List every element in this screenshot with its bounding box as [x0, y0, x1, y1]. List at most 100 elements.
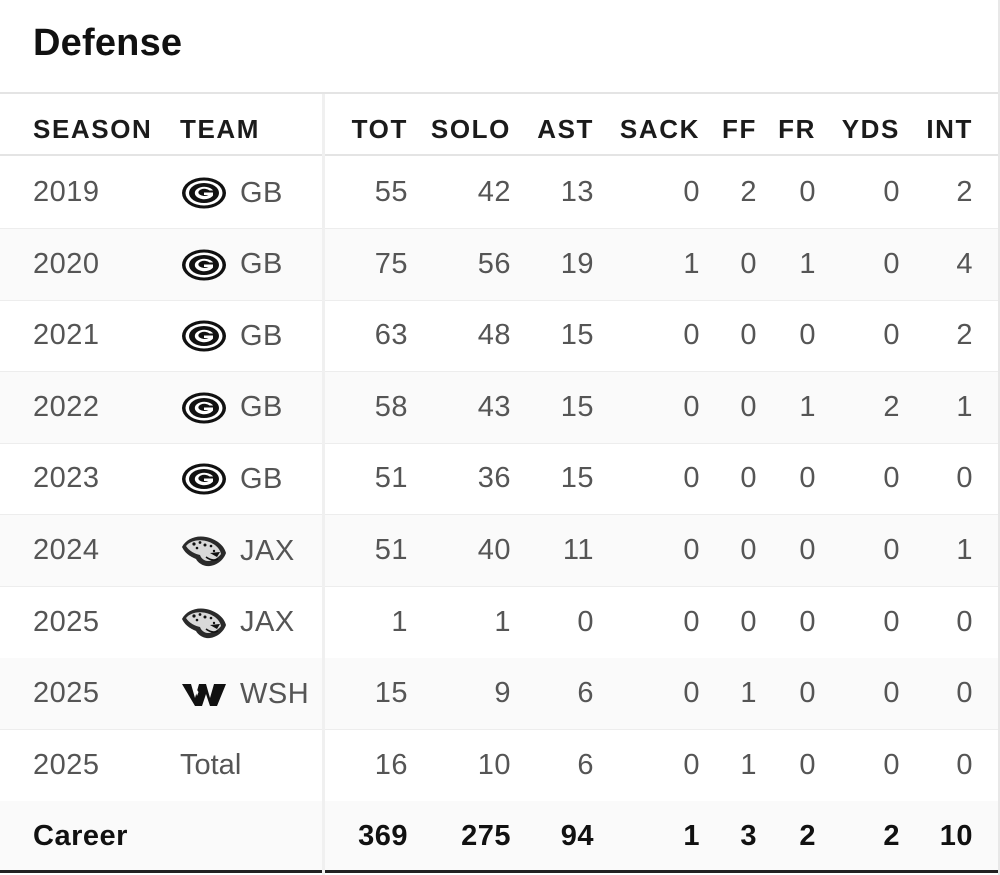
- stat-fr: 2: [799, 820, 816, 853]
- stat-ff: 0: [740, 247, 757, 280]
- stat-sack: 0: [683, 748, 700, 781]
- stat-tot: 51: [374, 534, 408, 566]
- stat-ast: 6: [577, 677, 594, 710]
- team-abbr[interactable]: WSH: [240, 677, 310, 710]
- stat-yds: 0: [883, 605, 900, 638]
- col-header-fr[interactable]: FR: [778, 114, 816, 144]
- season-cell: 2025: [33, 748, 100, 781]
- stat-sack: 0: [683, 534, 700, 566]
- commanders-logo-icon: [180, 676, 228, 712]
- team-abbr[interactable]: JAX: [240, 534, 295, 567]
- stat-sack: 1: [683, 247, 700, 280]
- stat-ast: 13: [560, 176, 594, 208]
- stat-fr: 0: [799, 462, 816, 495]
- jaguars-logo-icon: [180, 533, 228, 569]
- stat-ff: 3: [740, 820, 757, 853]
- team-abbr[interactable]: GB: [240, 462, 283, 495]
- stat-ast: 0: [577, 605, 594, 638]
- team-cell[interactable]: GB: [180, 314, 283, 358]
- stat-fr: 0: [799, 176, 816, 208]
- stat-ff: 0: [740, 319, 757, 352]
- team-abbr[interactable]: JAX: [240, 606, 295, 639]
- stat-tot: 16: [374, 748, 408, 781]
- col-header-season[interactable]: SEASON: [33, 114, 153, 144]
- col-header-ast[interactable]: AST: [537, 114, 594, 144]
- col-header-solo[interactable]: SOLO: [430, 114, 511, 144]
- table-row: 2024 JAX 51 40 11 0 0 0 0 1: [0, 515, 1000, 587]
- packers-logo-icon: [180, 390, 228, 426]
- stat-fr: 0: [799, 677, 816, 710]
- stat-tot: 51: [374, 462, 408, 495]
- stat-yds: 0: [883, 176, 900, 208]
- packers-logo-icon: [180, 461, 228, 497]
- stat-sack: 0: [683, 462, 700, 495]
- stat-fr: 0: [799, 534, 816, 566]
- stat-yds: 0: [883, 534, 900, 566]
- col-header-int[interactable]: INT: [926, 114, 973, 144]
- stat-yds: 0: [883, 247, 900, 280]
- stat-ff: 2: [740, 176, 757, 208]
- stat-int: 0: [956, 677, 973, 710]
- stat-fr: 0: [799, 605, 816, 638]
- stat-ff: 0: [740, 462, 757, 495]
- stat-ff: 0: [740, 605, 757, 638]
- season-cell: 2020: [33, 247, 100, 280]
- stat-tot: 55: [374, 176, 408, 208]
- stat-ast: 11: [562, 534, 594, 566]
- stat-ff: 1: [740, 677, 757, 710]
- stat-sack: 0: [683, 176, 700, 208]
- stat-fr: 1: [799, 390, 816, 423]
- stat-yds: 2: [883, 820, 900, 853]
- col-header-tot[interactable]: TOT: [351, 114, 408, 144]
- stat-yds: 0: [883, 319, 900, 352]
- stat-yds: 2: [883, 390, 900, 423]
- table-row: 2020 GB 75 56 19 1 0 1 0 4: [0, 228, 1000, 301]
- packers-logo-icon: [180, 247, 228, 283]
- career-label: Career: [33, 820, 128, 853]
- stat-fr: 1: [799, 247, 816, 280]
- col-header-yds[interactable]: YDS: [841, 114, 900, 144]
- stat-ast: 15: [560, 462, 594, 495]
- team-cell[interactable]: JAX: [180, 601, 295, 645]
- col-header-sack[interactable]: SACK: [619, 114, 700, 144]
- frozen-column-divider: [322, 94, 325, 875]
- season-cell: 2025: [33, 677, 100, 710]
- stat-solo: 36: [477, 462, 511, 495]
- stat-int: 1: [956, 534, 973, 566]
- team-cell[interactable]: GB: [180, 243, 283, 287]
- team-abbr[interactable]: GB: [240, 176, 283, 209]
- team-cell[interactable]: JAX: [180, 529, 295, 573]
- stat-yds: 0: [883, 462, 900, 495]
- stat-solo: 48: [477, 319, 511, 352]
- team-cell[interactable]: WSH: [180, 672, 309, 716]
- col-header-team[interactable]: TEAM: [180, 114, 261, 144]
- team-cell[interactable]: GB: [180, 171, 283, 215]
- season-cell: 2023: [33, 462, 100, 495]
- stat-solo: 10: [477, 748, 511, 781]
- stat-int: 10: [939, 820, 973, 853]
- season-cell: 2024: [33, 534, 100, 566]
- stat-fr: 0: [799, 748, 816, 781]
- team-abbr[interactable]: GB: [240, 248, 283, 281]
- jaguars-logo-icon: [180, 605, 228, 641]
- table-row: 2025 WSH 15 9 6 0 1 0 0 0: [0, 658, 1000, 731]
- team-abbr[interactable]: GB: [240, 391, 283, 424]
- col-header-ff[interactable]: FF: [722, 114, 757, 144]
- stat-ast: 15: [560, 319, 594, 352]
- table-row: 2023 GB 51 36 15 0 0 0 0 0: [0, 443, 1000, 516]
- stat-ast: 19: [560, 247, 594, 280]
- table-row: 2025 Total 16 10 6 0 1 0 0 0: [0, 730, 1000, 802]
- stat-ast: 94: [560, 820, 594, 853]
- stat-sack: 1: [683, 820, 700, 853]
- team-abbr[interactable]: GB: [240, 319, 283, 352]
- packers-logo-icon: [180, 175, 228, 211]
- scroll-edge: [998, 0, 1000, 875]
- team-cell[interactable]: GB: [180, 457, 283, 501]
- stat-int: 2: [956, 176, 973, 208]
- stat-tot: 75: [374, 247, 408, 280]
- stat-int: 2: [956, 319, 973, 352]
- packers-logo-icon: [180, 318, 228, 354]
- season-cell: 2022: [33, 390, 100, 423]
- stat-solo: 40: [477, 534, 511, 566]
- team-cell[interactable]: GB: [180, 386, 283, 430]
